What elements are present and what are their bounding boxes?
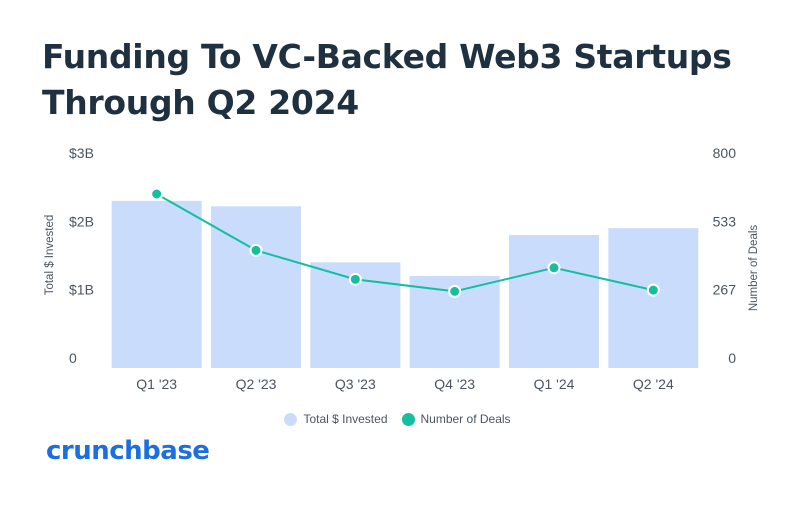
bar-total-invested[interactable]	[111, 200, 202, 368]
bar-total-invested[interactable]	[509, 235, 599, 368]
y-axis-right: 0 267 533 800	[713, 145, 737, 366]
deals-line	[156, 193, 654, 293]
x-tick-label: Q2 '24	[633, 376, 674, 392]
y-tick-right-label: 533	[713, 213, 737, 229]
y-tick-right-label: 800	[713, 145, 737, 161]
x-tick-label: Q1 '24	[534, 376, 575, 392]
crunchbase-logo: crunchbase	[46, 436, 210, 466]
chart-legend: Total $ Invested Number of Deals	[0, 412, 795, 426]
deals-point[interactable]	[547, 261, 561, 275]
x-tick-label: Q2 '23	[236, 376, 277, 392]
line-series	[150, 187, 660, 298]
deals-point[interactable]	[448, 284, 462, 298]
bar-total-invested[interactable]	[211, 206, 301, 368]
x-tick-label: Q4 '23	[434, 376, 475, 392]
legend-label-total-invested: Total $ Invested	[303, 412, 388, 426]
y-tick-right-label: 0	[728, 350, 736, 366]
bar-series	[111, 200, 699, 368]
y-tick-right-label: 267	[713, 282, 737, 298]
legend-label-number-of-deals: Number of Deals	[420, 412, 511, 426]
chart-title: Funding To VC-Backed Web3 Startups Throu…	[42, 37, 732, 122]
y-axis-title-left: Total $ Invested	[44, 215, 56, 296]
deals-point[interactable]	[646, 283, 660, 297]
x-axis: Q1 '23 Q2 '23 Q3 '23 Q4 '23 Q1 '24 Q2 '24	[136, 376, 674, 392]
bar-total-invested[interactable]	[608, 228, 699, 368]
deals-point[interactable]	[249, 243, 263, 257]
y-tick-left-label: $3B	[69, 145, 94, 161]
y-axis-left: 0 $1B $2B $3B	[69, 145, 94, 366]
deals-point[interactable]	[348, 272, 362, 286]
x-tick-label: Q3 '23	[335, 376, 376, 392]
legend-item-number-of-deals[interactable]: Number of Deals	[401, 412, 511, 426]
legend-swatch-line	[401, 412, 415, 426]
y-tick-left-label: $2B	[69, 213, 94, 229]
deals-point[interactable]	[150, 187, 164, 201]
x-tick-label: Q1 '23	[136, 376, 177, 392]
legend-item-total-invested[interactable]: Total $ Invested	[284, 412, 388, 426]
y-tick-left-label: 0	[69, 350, 77, 366]
y-axis-title-right: Number of Deals	[748, 225, 760, 312]
legend-swatch-bar	[284, 412, 298, 426]
y-tick-left-label: $1B	[69, 282, 94, 298]
